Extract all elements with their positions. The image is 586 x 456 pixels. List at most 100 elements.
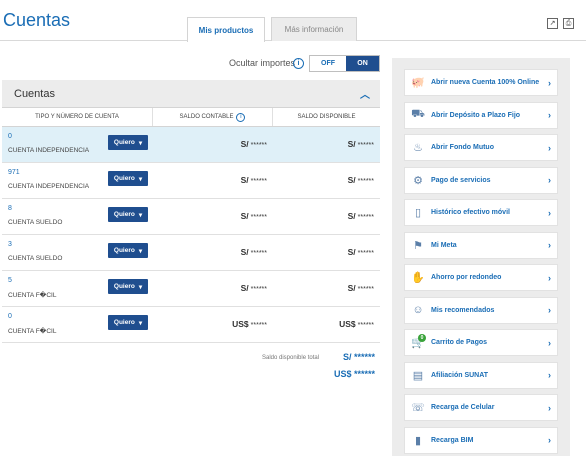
masked-amount: ****** [250, 214, 267, 221]
sidebar-item[interactable]: ▤ Afiliación SUNAT › [404, 361, 558, 389]
quiero-dropdown-button[interactable]: Quiero ▾ [108, 207, 148, 222]
account-number[interactable]: 0 [8, 133, 12, 140]
quiero-dropdown-button[interactable]: Quiero ▾ [108, 135, 148, 150]
currency-symbol: S/ [347, 175, 356, 185]
currency-symbol: S/ [347, 211, 356, 221]
currency-symbol: S/ [347, 283, 356, 293]
currency-symbol: S/ [240, 211, 249, 221]
currency-symbol: US$ [232, 319, 249, 329]
masked-amount: ****** [250, 250, 267, 257]
quiero-dropdown-button[interactable]: Quiero ▾ [108, 279, 148, 294]
chevron-right-icon: › [548, 435, 551, 445]
sidebar-item[interactable]: ⛟ Abrir Depósito a Plazo Fijo › [404, 101, 558, 129]
available-balance: S/****** [348, 283, 374, 293]
currency-symbol: S/ [347, 247, 356, 257]
chevron-up-icon[interactable]: ︿ [360, 90, 370, 101]
chevron-right-icon: › [548, 337, 551, 348]
sunat-icon: ▤ [412, 369, 424, 382]
chevron-right-icon: › [548, 305, 551, 315]
chevron-right-icon: › [548, 110, 551, 120]
masked-amount: ****** [250, 286, 267, 293]
account-number[interactable]: 971 [8, 169, 20, 176]
quiero-label: Quiero [113, 319, 135, 326]
hide-amounts-toggle[interactable]: OFF ON [309, 55, 380, 72]
total-available-label: Saldo disponible total [262, 355, 320, 361]
sidebar-item-label: Recarga BIM [431, 436, 474, 444]
sidebar-item[interactable]: ♨ Abrir Fondo Mutuo › [404, 134, 558, 161]
quick-actions-sidebar: 🐖 Abrir nueva Cuenta 100% Online › ⛟ Abrir D… [392, 58, 570, 456]
quiero-dropdown-button[interactable]: Quiero ▾ [108, 243, 148, 258]
tab-mas-informacion[interactable]: Más información [271, 17, 357, 41]
sidebar-item[interactable]: ⚙ Pago de servicios › [404, 166, 558, 194]
chevron-right-icon: › [548, 142, 551, 153]
sidebar-item-label: Mi Meta [431, 241, 457, 249]
sidebar-item[interactable]: ▮ Recarga BIM › [404, 426, 558, 454]
masked-amount: ****** [357, 250, 374, 257]
quiero-label: Quiero [113, 211, 135, 218]
masked-amount: ****** [250, 142, 267, 149]
currency-symbol: S/ [240, 247, 249, 257]
quiero-label: Quiero [113, 175, 135, 182]
sidebar-item-label: Carrito de Pagos [431, 339, 488, 346]
export-icon[interactable]: ↗ [547, 18, 558, 29]
book-balance: S/****** [241, 211, 267, 221]
sidebar-item[interactable]: ✋ Ahorro por redondeo › [404, 264, 558, 291]
masked-amount: ****** [357, 142, 374, 149]
book-balance: US$ ****** [232, 319, 267, 329]
chevron-right-icon: › [548, 240, 551, 250]
masked-amount: ****** [357, 322, 374, 329]
sidebar-item[interactable]: 🛒 0 Carrito de Pagos › [404, 329, 558, 356]
sidebar-item[interactable]: 🐖 Abrir nueva Cuenta 100% Online › [404, 69, 558, 96]
accounts-panel-header[interactable]: Cuentas ︿ [2, 80, 380, 108]
table-row[interactable]: 8 CUENTA SUELDO Quiero ▾ S/****** S/****** [2, 199, 380, 235]
print-icon[interactable]: ⎙ [563, 18, 574, 29]
sidebar-item[interactable]: ☏ Recarga de Celular › [404, 394, 558, 421]
sidebar-item[interactable]: ⚑ Mi Meta › [404, 231, 558, 259]
account-number[interactable]: 0 [8, 313, 12, 320]
book-balance: S/****** [241, 175, 267, 185]
hide-amounts-label: Ocultar importes [229, 58, 296, 68]
sidebar-item[interactable]: ▯ Histórico efectivo móvil › [404, 199, 558, 226]
chevron-down-icon: ▾ [138, 211, 143, 219]
info-icon[interactable]: i [293, 58, 304, 69]
sidebar-item-label: Afiliación SUNAT [431, 371, 489, 379]
total-available-usd: US$ ****** [333, 369, 375, 379]
table-row[interactable]: 971 CUENTA INDEPENDENCIA Quiero ▾ S/****** S/… [2, 163, 380, 199]
chevron-right-icon: › [548, 402, 551, 413]
table-row[interactable]: 5 CUENTA F�CIL Quiero ▾ S/****** S/****** [2, 271, 380, 307]
masked-amount: ****** [357, 178, 374, 185]
account-number[interactable]: 8 [8, 205, 12, 212]
available-balance: S/****** [348, 139, 374, 149]
cart-count-badge: 0 [418, 334, 426, 342]
table-row[interactable]: 3 CUENTA SUELDO Quiero ▾ S/****** S/****** [2, 235, 380, 271]
header-actions: ↗ ⎙ [547, 18, 574, 29]
sidebar-item-label: Mis recomendados [431, 306, 495, 314]
quiero-label: Quiero [113, 139, 135, 146]
table-row[interactable]: 0 CUENTA INDEPENDENCIA Quiero ▾ S/****** S/**… [2, 127, 380, 163]
toggle-on-option[interactable]: ON [346, 56, 379, 71]
available-balance: S/****** [348, 211, 374, 221]
account-number[interactable]: 3 [8, 241, 12, 248]
quiero-dropdown-button[interactable]: Quiero ▾ [108, 315, 148, 330]
column-header-book-balance-label: SALDO CONTABLE [179, 114, 234, 120]
info-icon[interactable]: i [236, 112, 246, 122]
fund-icon: ♨ [413, 142, 423, 154]
column-header-book-balance: SALDO CONTABLE i [153, 108, 273, 126]
total-available-sol: S/ ****** [342, 352, 375, 362]
table-row[interactable]: 0 CUENTA F�CIL Quiero ▾ US$ ****** US$ ****** [2, 307, 380, 343]
chevron-right-icon: › [548, 77, 551, 88]
toggle-off-option[interactable]: OFF [310, 56, 346, 71]
accounts-panel: Cuentas ︿ TIPO Y NÚMERO DE CUENTA SALDO … [2, 80, 380, 343]
quiero-label: Quiero [113, 283, 135, 290]
quiero-dropdown-button[interactable]: Quiero ▾ [108, 171, 148, 186]
sidebar-item-label: Recarga de Celular [431, 404, 495, 411]
savings-icon: ✋ [411, 272, 425, 284]
currency-symbol: S/ [347, 139, 356, 149]
chevron-right-icon: › [548, 370, 551, 380]
accounts-table-header: TIPO Y NÚMERO DE CUENTA SALDO CONTABLE i… [2, 108, 380, 127]
tab-mis-productos[interactable]: Mis productos [187, 17, 265, 42]
chevron-down-icon: ▾ [138, 175, 143, 183]
sidebar-item[interactable]: ☺ Mis recomendados › [404, 296, 558, 324]
available-balance: S/****** [348, 247, 374, 257]
account-number[interactable]: 5 [8, 277, 12, 284]
